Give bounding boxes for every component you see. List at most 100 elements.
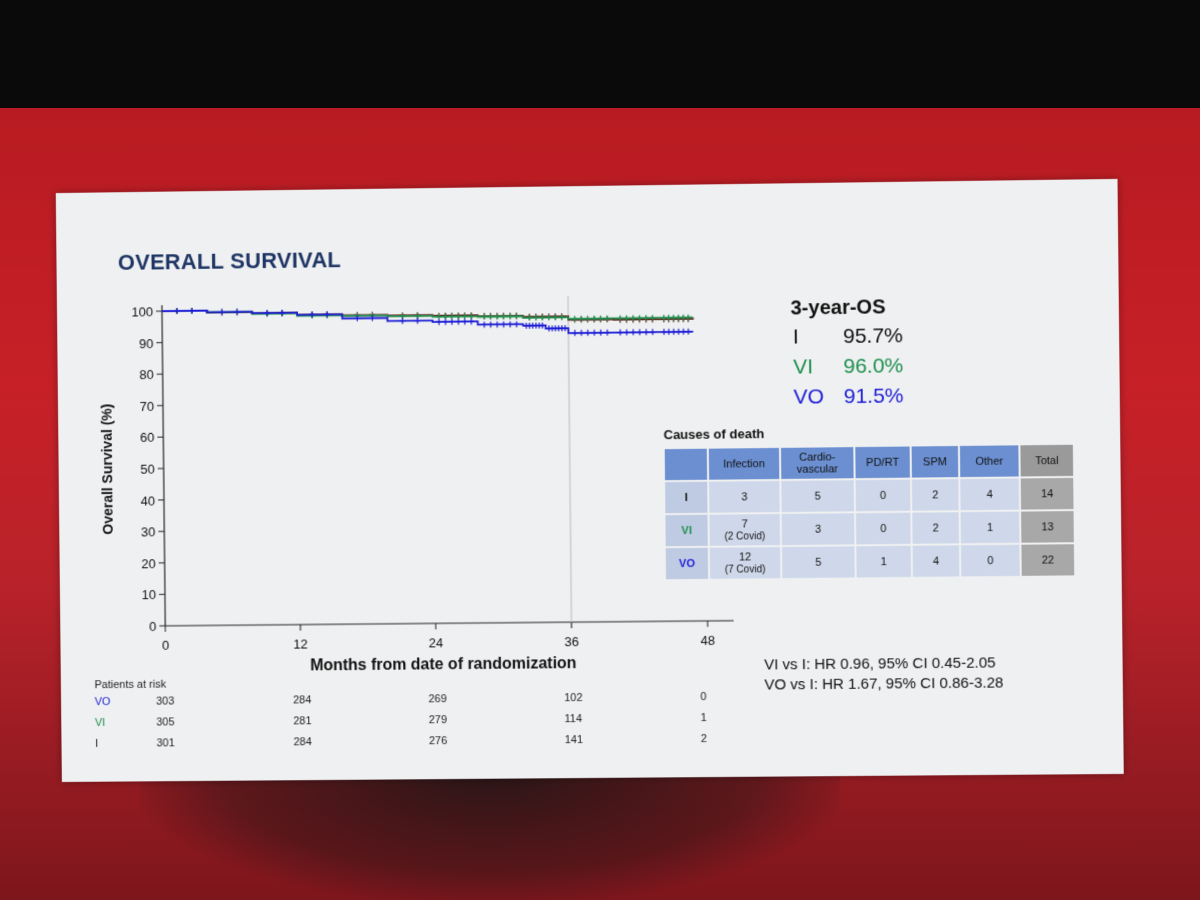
censor-mark-vi [436,314,442,320]
x-axis [165,621,733,626]
causes-value-cell: 4 [913,545,960,577]
causes-header-cell [665,449,707,480]
causes-value-cell: 7 (2 Covid) [709,514,780,546]
os3-value: 96.0% [843,354,903,379]
causes-value-cell: 3 [782,513,855,545]
hr-vi-vs-i: VI vs I: HR 0.96, 95% CI 0.45-2.05 [764,654,996,673]
censor-mark-vi [449,313,455,319]
y-tick-label: 0 [149,619,156,634]
y-tick-label: 100 [132,304,154,319]
censor-mark-vo [685,329,691,335]
risk-value: 276 [429,735,447,747]
os3-value: 95.7% [843,324,903,349]
causes-header-cell: Cardio-vascular [781,447,854,479]
os3-arm: VO [793,385,824,409]
censor-mark-vi [442,314,448,320]
censor-mark-vi [604,315,610,321]
risk-row-label: I [95,738,98,750]
censor-mark-vi [539,315,545,321]
risk-value: 301 [157,737,175,749]
causes-value-cell: 0 [961,545,1020,577]
x-tick-label: 48 [700,633,715,648]
x-axis-label: Months from date of randomization [310,655,577,674]
causes-value-cell: 13 [1021,511,1074,543]
risk-value: 281 [293,715,311,727]
risk-value: 2 [701,733,707,745]
censor-mark-vo [514,321,520,327]
censor-mark-vo [604,330,610,336]
censor-mark-vi [481,314,487,320]
y-axis-label: Overall Survival (%) [99,404,116,535]
censor-mark-vo [624,329,630,335]
causes-value-cell: 14 [1021,478,1074,510]
censor-mark-vo [637,329,643,335]
censor-mark-vo [468,319,474,325]
censor-mark-vo [449,319,455,325]
censor-mark-vo [264,310,270,316]
censor-mark-vi [462,313,468,319]
causes-value-cell: 2 [912,479,959,511]
causes-row: VI 7 (2 Covid) 3 0 2 1 13 [665,511,1073,546]
censor-mark-vo [174,308,180,314]
causes-value-cell: 5 [782,546,855,578]
censor-mark-vi [591,316,597,322]
os3-title: 3-year-OS [790,296,885,320]
censor-mark-vi [533,315,539,321]
censor-mark-vo [399,318,405,324]
censor-mark-vo [650,329,656,335]
y-tick-label: 50 [140,462,154,477]
censor-mark-vi [513,313,519,319]
hr-vo-vs-i: VO vs I: HR 1.67, 95% CI 0.86-3.28 [764,674,1003,693]
censor-mark-vo [591,330,597,336]
series-line-vo [162,305,693,338]
causes-title: Causes of death [663,426,764,442]
slide: OVERALL SURVIVAL 0 10 20 30 40 50 60 70 80 90 100 0… [56,179,1124,782]
causes-value-cell: 3 [709,481,780,513]
censor-mark-vo [617,329,623,335]
causes-note: (7 Covid) [725,564,766,575]
censor-mark-vi [468,313,474,319]
y-axis [162,305,165,626]
risk-value: 114 [564,713,582,725]
censor-mark-vo [578,330,584,336]
risk-value: 102 [564,692,582,704]
x-tick-label: 36 [564,634,579,649]
censor-mark-vi [546,314,552,320]
censor-mark-vi [552,314,558,320]
causes-value-cell: 1 [856,546,911,578]
censor-mark-vo [488,321,494,327]
risk-value: 0 [700,691,706,703]
y-tick-label: 40 [141,493,155,508]
causes-row: I 3 5 0 2 4 14 [665,478,1073,513]
causes-value-cell: 5 [781,480,854,512]
censor-mark-vo [309,312,315,318]
censor-mark-vo [436,319,442,325]
x-tick-label: 12 [293,636,308,651]
risk-value: 269 [428,693,446,705]
censor-mark-vo [630,329,636,335]
censor-mark-vo [324,311,330,317]
censor-mark-vo [598,330,604,336]
causes-value-cell: 0 [856,513,911,545]
causes-value-cell: 22 [1021,544,1074,576]
y-tick-label: 80 [139,367,153,382]
censor-mark-vo [507,321,513,327]
censor-mark-vo [279,310,285,316]
risk-value: 141 [565,734,583,746]
risk-value: 284 [293,694,311,706]
causes-arm-cell: VO [666,548,708,579]
censor-mark-vo [481,322,487,328]
risk-row-label: VI [95,717,105,729]
risk-value: 303 [156,695,174,707]
censor-mark-vo [494,321,500,327]
censor-mark-vo [643,329,649,335]
censor-mark-vi [501,313,507,319]
causes-value-cell: 1 [961,512,1020,544]
risk-value: 284 [294,736,312,748]
causes-value-cell: 2 [912,512,959,544]
risk-value: 1 [701,712,707,724]
causes-value-cell: 4 [960,478,1019,510]
censor-mark-vo [234,309,240,315]
censor-mark-vi [526,315,532,321]
censor-mark-vo [572,330,578,336]
